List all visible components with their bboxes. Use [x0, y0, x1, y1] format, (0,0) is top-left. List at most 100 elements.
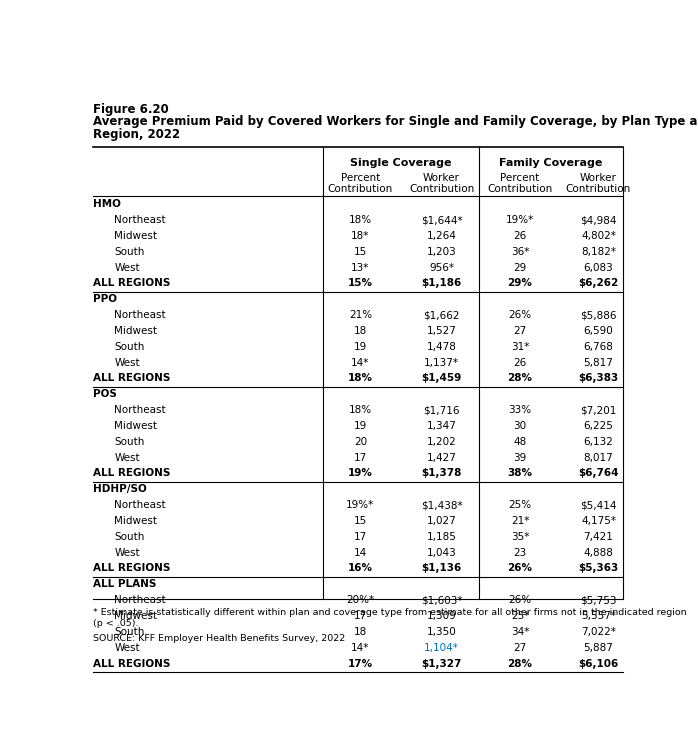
Text: 21*: 21* — [511, 516, 529, 526]
Text: 21%: 21% — [349, 310, 372, 320]
Text: 6,225: 6,225 — [584, 421, 614, 431]
Text: 26: 26 — [514, 231, 526, 241]
Text: 18: 18 — [354, 326, 367, 336]
Text: $6,106: $6,106 — [579, 658, 618, 669]
Text: 14*: 14* — [351, 643, 370, 653]
Text: South: South — [114, 437, 144, 447]
Text: 26: 26 — [514, 358, 526, 367]
Text: $6,262: $6,262 — [579, 278, 618, 289]
Text: Average Premium Paid by Covered Workers for Single and Family Coverage, by Plan : Average Premium Paid by Covered Workers … — [93, 115, 698, 128]
Text: $1,378: $1,378 — [422, 468, 462, 479]
Text: 956*: 956* — [429, 263, 454, 272]
Text: Percent
Contribution: Percent Contribution — [328, 173, 393, 194]
Text: 19: 19 — [354, 342, 367, 352]
Text: Midwest: Midwest — [114, 516, 157, 526]
Text: 1,264: 1,264 — [426, 231, 456, 241]
Text: 25%: 25% — [508, 500, 532, 510]
Text: ALL REGIONS: ALL REGIONS — [93, 278, 170, 289]
Text: $4,984: $4,984 — [580, 215, 617, 225]
Text: 29: 29 — [514, 263, 526, 272]
Text: 5,887: 5,887 — [584, 643, 614, 653]
Text: 1,427: 1,427 — [426, 453, 456, 462]
Text: 6,590: 6,590 — [584, 326, 614, 336]
Text: 26%: 26% — [507, 563, 533, 574]
Text: 4,802*: 4,802* — [581, 231, 616, 241]
Text: 1,347: 1,347 — [426, 421, 456, 431]
Text: 4,888: 4,888 — [584, 548, 614, 558]
Text: 25*: 25* — [511, 611, 529, 621]
Text: Midwest: Midwest — [114, 326, 157, 336]
Text: 1,203: 1,203 — [426, 247, 456, 257]
Text: 26%: 26% — [508, 310, 532, 320]
Text: POS: POS — [93, 389, 117, 399]
Text: 27: 27 — [514, 326, 526, 336]
Text: 1,027: 1,027 — [426, 516, 456, 526]
Text: Worker
Contribution: Worker Contribution — [566, 173, 631, 194]
Text: ALL REGIONS: ALL REGIONS — [93, 658, 170, 669]
Text: 18%: 18% — [348, 373, 373, 384]
Text: 48: 48 — [514, 437, 526, 447]
Text: 15: 15 — [354, 516, 367, 526]
Text: 19%*: 19%* — [346, 500, 375, 510]
Text: 30: 30 — [514, 421, 526, 431]
Text: 31*: 31* — [511, 342, 529, 352]
Text: 18: 18 — [354, 627, 367, 637]
Text: 14*: 14* — [351, 358, 370, 367]
Text: 34*: 34* — [511, 627, 529, 637]
Text: 5,817: 5,817 — [584, 358, 614, 367]
Text: $1,716: $1,716 — [423, 405, 460, 415]
Text: South: South — [114, 532, 144, 542]
Text: $1,644*: $1,644* — [421, 215, 462, 225]
Text: 39: 39 — [514, 453, 526, 462]
Text: 1,137*: 1,137* — [424, 358, 459, 367]
Text: 15: 15 — [354, 247, 367, 257]
Text: West: West — [114, 263, 140, 272]
Text: South: South — [114, 342, 144, 352]
Text: South: South — [114, 247, 144, 257]
Text: 1,043: 1,043 — [426, 548, 456, 558]
Text: 20: 20 — [354, 437, 367, 447]
Text: Midwest: Midwest — [114, 421, 157, 431]
Text: 17: 17 — [354, 532, 367, 542]
Text: $5,886: $5,886 — [580, 310, 617, 320]
Text: 8,182*: 8,182* — [581, 247, 616, 257]
Text: 23: 23 — [514, 548, 526, 558]
Text: 20%*: 20%* — [346, 595, 375, 605]
Text: Northeast: Northeast — [114, 310, 166, 320]
Text: HDHP/SO: HDHP/SO — [93, 484, 147, 494]
Text: 7,421: 7,421 — [584, 532, 614, 542]
Text: 6,083: 6,083 — [584, 263, 614, 272]
Text: 6,768: 6,768 — [584, 342, 614, 352]
Text: 13*: 13* — [351, 263, 370, 272]
Text: ALL REGIONS: ALL REGIONS — [93, 468, 170, 479]
Text: $6,383: $6,383 — [579, 373, 618, 384]
Text: 15%: 15% — [348, 278, 373, 289]
Text: 18%: 18% — [349, 215, 372, 225]
Text: Northeast: Northeast — [114, 405, 166, 415]
Text: 4,175*: 4,175* — [581, 516, 616, 526]
Text: $1,438*: $1,438* — [421, 500, 462, 510]
Text: Midwest: Midwest — [114, 611, 157, 621]
Text: PPO: PPO — [93, 294, 117, 304]
Text: 19%*: 19%* — [506, 215, 534, 225]
Text: SOURCE: KFF Employer Health Benefits Survey, 2022: SOURCE: KFF Employer Health Benefits Sur… — [93, 634, 345, 643]
Text: $1,459: $1,459 — [422, 373, 461, 384]
Text: 18%: 18% — [349, 405, 372, 415]
Text: HMO: HMO — [93, 199, 121, 209]
Text: 16%: 16% — [348, 563, 373, 574]
Text: 1,185: 1,185 — [426, 532, 456, 542]
Text: Region, 2022: Region, 2022 — [93, 128, 180, 141]
Text: 17%: 17% — [348, 658, 373, 669]
Text: Northeast: Northeast — [114, 215, 166, 225]
Text: 29%: 29% — [507, 278, 533, 289]
Text: $5,753: $5,753 — [580, 595, 617, 605]
Text: 19: 19 — [354, 421, 367, 431]
Text: West: West — [114, 548, 140, 558]
Text: ALL REGIONS: ALL REGIONS — [93, 563, 170, 574]
Text: 17: 17 — [354, 453, 367, 462]
Text: Northeast: Northeast — [114, 595, 166, 605]
Text: 6,132: 6,132 — [584, 437, 614, 447]
Text: Family Coverage: Family Coverage — [500, 158, 603, 168]
Text: $7,201: $7,201 — [580, 405, 616, 415]
Text: 1,202: 1,202 — [426, 437, 456, 447]
